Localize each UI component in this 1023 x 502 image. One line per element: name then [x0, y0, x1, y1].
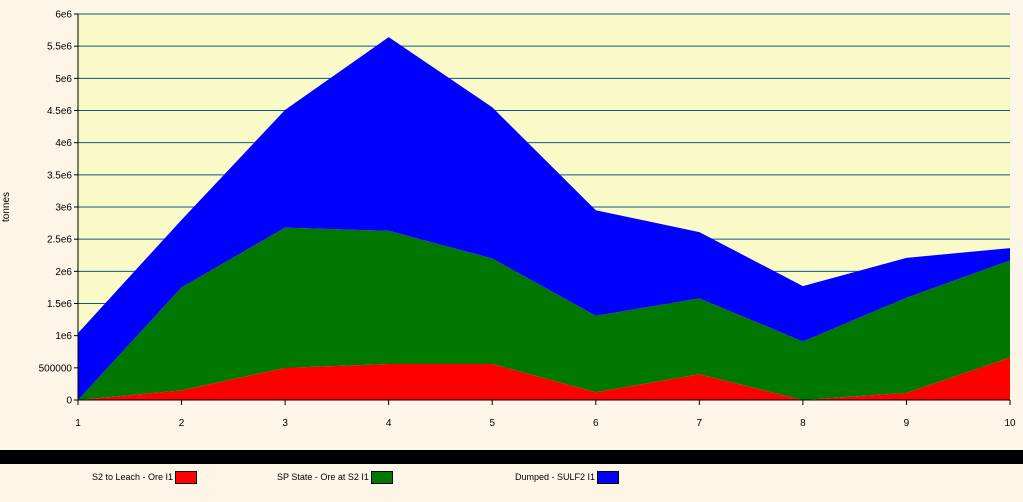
series-areas — [78, 37, 1010, 400]
y-axis-label: tonnes — [1, 192, 12, 222]
y-tick-label: 1e6 — [55, 331, 72, 342]
x-tick-label: 5 — [489, 418, 495, 429]
chart-area: 0 500000 1e6 1.5e6 2e6 2.5e6 3e6 3.5e6 4e6 4.5e6 5… — [1, 9, 1016, 430]
x-tick-label: 2 — [179, 418, 185, 429]
y-tick-label: 5e6 — [55, 74, 72, 85]
x-tick-label: 4 — [386, 418, 392, 429]
x-tick-labels: 1 2 3 4 5 6 7 8 9 10 — [75, 400, 1016, 429]
legend-item-s2-to-leach: S2 to Leach - Ore I1 — [92, 470, 198, 484]
x-tick-label: 10 — [1004, 418, 1016, 429]
x-tick-label: 7 — [697, 418, 703, 429]
y-tick-label: 2.5e6 — [47, 235, 72, 246]
y-tick-label: 4.5e6 — [47, 106, 72, 117]
y-tick-label: 2e6 — [55, 267, 72, 278]
legend-swatch-red — [175, 470, 198, 484]
y-tick-label: 3e6 — [55, 203, 72, 214]
legend-item-dumped: Dumped - SULF2 I1 — [515, 470, 620, 484]
y-tick-label: 5.5e6 — [47, 42, 72, 53]
y-tick-label: 1.5e6 — [47, 299, 72, 310]
y-tick-label: 500000 — [39, 363, 73, 374]
legend-label: S2 to Leach - Ore I1 — [92, 472, 174, 482]
separator-bar — [0, 450, 1023, 464]
legend: S2 to Leach - Ore I1 SP State - Ore at S… — [0, 464, 1023, 502]
stacked-area-chart: 0 500000 1e6 1.5e6 2e6 2.5e6 3e6 3.5e6 4e6 4.5e6 5… — [1, 10, 1016, 430]
legend-label: Dumped - SULF2 I1 — [515, 472, 596, 482]
y-tick-label: 0 — [66, 396, 72, 407]
series-area-1 — [78, 227, 1010, 400]
y-tick-label: 3.5e6 — [47, 170, 72, 181]
x-tick-label: 9 — [904, 418, 910, 429]
y-tick-label: 4e6 — [55, 138, 72, 149]
y-tick-labels: 0 500000 1e6 1.5e6 2e6 2.5e6 3e6 3.5e6 4e6 4.5e6 5… — [39, 10, 78, 407]
legend-item-sp-state: SP State - Ore at S2 I1 — [277, 470, 393, 484]
x-tick-label: 3 — [282, 418, 288, 429]
legend-swatch-green — [370, 470, 393, 484]
x-tick-label: 1 — [75, 418, 81, 429]
y-tick-label: 6e6 — [55, 10, 72, 21]
legend-swatch-blue — [597, 470, 620, 484]
legend-label: SP State - Ore at S2 I1 — [277, 472, 369, 482]
series-area-2 — [78, 37, 1010, 400]
x-tick-label: 8 — [800, 418, 806, 429]
series-area-0 — [78, 357, 1010, 400]
x-tick-label: 6 — [593, 418, 599, 429]
